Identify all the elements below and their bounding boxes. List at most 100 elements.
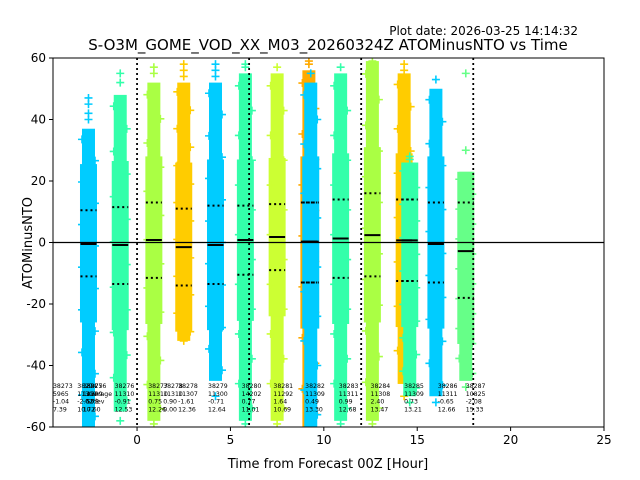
annotation-text: 12.68 — [339, 406, 357, 413]
outlier-marker — [90, 412, 99, 421]
annotation-text: 11310 — [148, 391, 168, 398]
plot-date: Plot date: 2026-03-25 14:14:32 — [389, 24, 578, 38]
outlier-marker — [313, 263, 322, 272]
outlier-marker — [412, 317, 421, 326]
annotation-text: -0.65 — [438, 399, 454, 406]
outlier-marker — [234, 81, 243, 90]
outlier-marker — [313, 213, 322, 222]
outlier-marker — [217, 110, 226, 119]
outlier-marker — [425, 95, 434, 104]
outlier-marker — [77, 305, 86, 314]
annotation-text: 38287 — [466, 383, 486, 390]
outlier-marker — [399, 367, 408, 376]
outlier-marker — [247, 156, 256, 165]
outlier-marker — [273, 63, 282, 72]
series-column — [399, 152, 421, 407]
outlier-marker — [313, 361, 322, 370]
outlier-marker — [455, 234, 464, 243]
x-tick-label: 10 — [316, 433, 331, 447]
outlier-marker — [149, 69, 158, 78]
annotation-text: -1.61 — [178, 399, 194, 406]
outlier-marker — [156, 356, 165, 365]
annotation-layer: 382735965-1.047.393827411309-2.6210.7238… — [53, 383, 486, 413]
outlier-marker — [109, 192, 118, 201]
outlier-marker — [204, 302, 213, 311]
annotation-text: 0.00 — [163, 406, 177, 413]
annotation-text: 12.64 — [208, 406, 226, 413]
chart-title: S-O3M_GOME_VOD_XX_M03_20260324Z ATOMinus… — [88, 36, 567, 55]
outlier-marker — [234, 329, 243, 338]
annotation-text: -1.04 — [53, 399, 69, 406]
outlier-marker — [343, 354, 352, 363]
annotation-text: 0.49 — [305, 399, 319, 406]
annotation-text: 13.21 — [404, 406, 422, 413]
outlier-marker — [425, 359, 434, 368]
outlier-marker — [399, 333, 408, 342]
annotation-text: -0.71 — [208, 399, 224, 406]
outlier-marker — [234, 131, 243, 140]
outlier-marker — [412, 350, 421, 359]
outlier-marker — [361, 69, 370, 78]
annotation-text: 7.39 — [53, 406, 67, 413]
annotation-text: 11311 — [339, 391, 359, 398]
annotation-text: 0.75 — [148, 399, 162, 406]
annotation-text: 11309 — [404, 391, 424, 398]
annotation-text: 13.47 — [371, 406, 389, 413]
outlier-marker — [143, 187, 152, 196]
outlier-marker — [374, 404, 383, 413]
outlier-marker — [77, 263, 86, 272]
outlier-marker — [374, 147, 383, 156]
outlier-marker — [343, 305, 352, 314]
outlier-marker — [393, 346, 402, 355]
outlier-marker — [393, 302, 402, 311]
outlier-marker — [361, 121, 370, 130]
annotation-text: 38276 — [115, 383, 135, 390]
series-column — [234, 60, 256, 427]
annotation-text: 11.01 — [242, 406, 260, 413]
outlier-marker — [330, 81, 339, 90]
outlier-marker — [300, 336, 309, 345]
outlier-marker — [90, 369, 99, 378]
outlier-marker — [425, 315, 434, 324]
annotation-text: 38283 — [339, 383, 359, 390]
annotation-text: 12.66 — [438, 406, 456, 413]
outlier-marker — [156, 404, 165, 413]
outlier-marker — [300, 140, 309, 149]
outlier-marker — [330, 329, 339, 338]
outlier-marker — [300, 189, 309, 198]
x-tick-label: 25 — [596, 433, 611, 447]
outlier-marker — [361, 172, 370, 181]
outlier-marker — [173, 198, 182, 207]
outlier-marker — [374, 198, 383, 207]
outlier-marker — [122, 124, 131, 133]
outlier-marker — [217, 323, 226, 332]
y-tick-label: 40 — [31, 113, 46, 127]
outlier-marker — [122, 260, 131, 269]
outlier-marker — [156, 211, 165, 220]
outlier-marker — [438, 337, 447, 346]
outlier-marker — [156, 163, 165, 172]
outlier-marker — [438, 293, 447, 302]
y-axis-label: ATOMinusNTO — [21, 197, 36, 289]
outlier-marker — [122, 351, 131, 360]
outlier-marker — [143, 332, 152, 341]
outlier-marker — [393, 257, 402, 266]
annotation-text: Average — [87, 391, 113, 398]
outlier-marker — [266, 81, 275, 90]
annotation-text: 11308 — [371, 391, 391, 398]
annotation-text: 38278 — [163, 383, 183, 390]
annotation-text: 38276 — [87, 383, 107, 390]
outlier-marker — [361, 326, 370, 335]
outlier-marker — [399, 267, 408, 276]
outlier-marker — [186, 290, 195, 299]
outlier-marker — [461, 69, 470, 78]
outlier-marker — [405, 155, 414, 164]
outlier-marker — [343, 404, 352, 413]
outlier-marker — [241, 63, 250, 72]
annotation-text: 0.90 — [163, 399, 177, 406]
annotation-text: 1.64 — [273, 399, 287, 406]
annotation-text: 38280 — [242, 383, 262, 390]
outlier-marker — [109, 147, 118, 156]
outlier-marker — [77, 348, 86, 357]
outlier-marker — [266, 280, 275, 289]
